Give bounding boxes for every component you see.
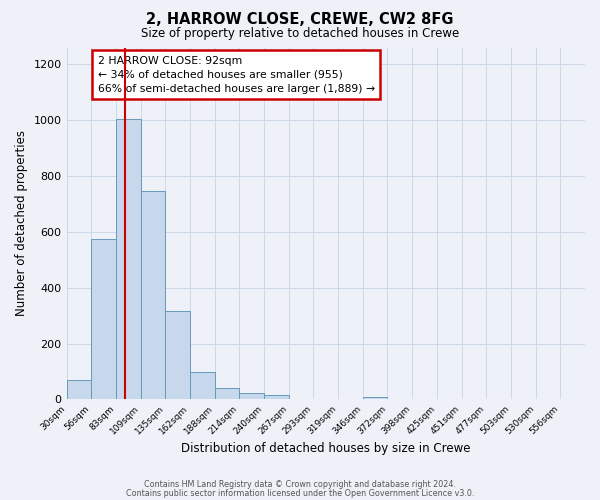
Bar [190,372,215,400]
Text: 2 HARROW CLOSE: 92sqm
← 34% of detached houses are smaller (955)
66% of semi-det: 2 HARROW CLOSE: 92sqm ← 34% of detached … [98,56,375,94]
Text: 2, HARROW CLOSE, CREWE, CW2 8FG: 2, HARROW CLOSE, CREWE, CW2 8FG [146,12,454,28]
Text: Contains HM Land Registry data © Crown copyright and database right 2024.: Contains HM Land Registry data © Crown c… [144,480,456,489]
Bar [165,312,190,400]
Y-axis label: Number of detached properties: Number of detached properties [15,130,28,316]
Bar [67,380,91,400]
Bar [215,388,239,400]
Text: Contains public sector information licensed under the Open Government Licence v3: Contains public sector information licen… [126,488,474,498]
Bar [116,118,140,400]
X-axis label: Distribution of detached houses by size in Crewe: Distribution of detached houses by size … [181,442,470,455]
Bar [363,396,388,400]
Bar [140,192,165,400]
Text: Size of property relative to detached houses in Crewe: Size of property relative to detached ho… [141,28,459,40]
Bar [239,394,264,400]
Bar [91,239,116,400]
Bar [264,396,289,400]
